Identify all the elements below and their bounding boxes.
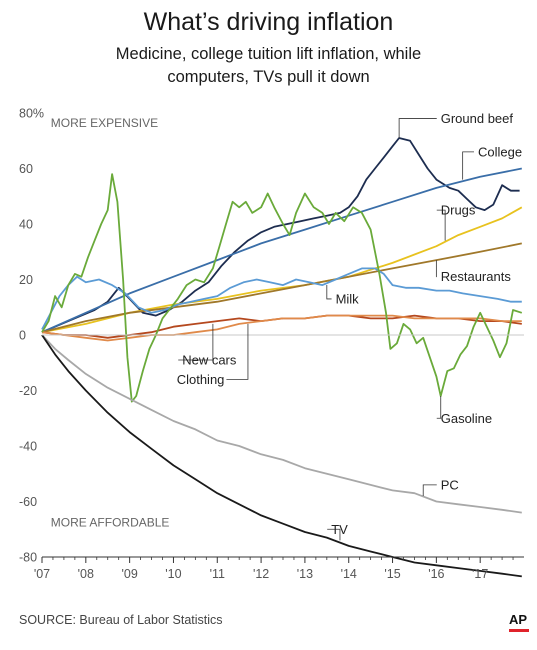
y-tick-label: 80% (19, 107, 44, 121)
region-label: MORE EXPENSIVE (51, 116, 158, 130)
series-line-clothing (41, 314, 522, 342)
ap-logo-bar (509, 629, 529, 632)
subtitle-line-1: Medicine, college tuition lift inflation… (115, 45, 422, 63)
chart-subtitle: Medicine, college tuition lift inflation… (0, 43, 537, 89)
series-label-new-cars: New cars (182, 352, 237, 367)
leader-line (326, 285, 332, 300)
series-line-gasoline (41, 173, 523, 403)
subtitle-line-2: computers, TVs pull it down (167, 68, 370, 86)
series-line-ground-beef (41, 137, 520, 334)
series-label-drugs: Drugs (441, 203, 476, 218)
x-tick-label: '08 (78, 567, 94, 581)
x-tick-label: '09 (121, 567, 137, 581)
chart-title: What’s driving inflation (143, 8, 394, 36)
series-line-college (41, 167, 522, 334)
leader-line (398, 118, 437, 138)
leader-line (327, 528, 341, 541)
series-line-pc (41, 334, 522, 514)
y-tick-label: 40 (19, 218, 33, 232)
series-label-restaurants: Restaurants (441, 269, 512, 284)
leader-line (436, 396, 442, 419)
x-tick-label: '07 (34, 567, 50, 581)
series-lines (41, 137, 523, 578)
y-tick-label: 0 (19, 329, 26, 343)
source-note: SOURCE: Bureau of Labor Statistics (19, 613, 223, 627)
ap-logo: AP (509, 612, 528, 627)
series-label-milk: Milk (336, 291, 360, 306)
x-tick-label: '11 (210, 567, 225, 581)
leader-line (178, 323, 214, 361)
series-line-restaurants (41, 242, 522, 334)
x-tick-label: '14 (341, 567, 357, 581)
x-tick-label: '13 (297, 567, 313, 581)
y-tick-label: 60 (19, 162, 33, 176)
y-tick-label: 20 (19, 273, 33, 287)
series-label-ground-beef: Ground beef (441, 111, 514, 126)
leader-line (422, 484, 437, 496)
leader-line (436, 209, 446, 241)
series-label-tv: TV (331, 522, 348, 537)
x-tick-label: '17 (472, 567, 488, 581)
series-line-milk (41, 267, 522, 330)
leader-line (462, 151, 474, 180)
x-tick-label: '15 (384, 567, 400, 581)
x-tick-label: '16 (428, 567, 444, 581)
y-tick-label: -80 (19, 551, 37, 565)
series-line-tv (41, 334, 522, 578)
series-labels: Ground beef College Drugs Restaurants Milk Ne… (177, 111, 522, 541)
series-label-clothing: Clothing (177, 372, 225, 387)
y-tick-label: -20 (19, 384, 37, 398)
x-tick-label: '12 (253, 567, 269, 581)
y-tick-label: -40 (19, 440, 37, 454)
y-tick-label: -60 (19, 495, 37, 509)
series-label-college: College (478, 144, 522, 159)
region-label: MORE AFFORDABLE (51, 515, 170, 529)
series-label-gasoline: Gasoline (441, 411, 492, 426)
x-tick-label: '10 (165, 567, 181, 581)
leader-line (226, 323, 249, 380)
axes: 80% 60 40 20 0 -20 -40 -60 -80 '07 '08 '09 '10 '11 '12… (19, 107, 524, 581)
series-label-pc: PC (441, 477, 459, 492)
